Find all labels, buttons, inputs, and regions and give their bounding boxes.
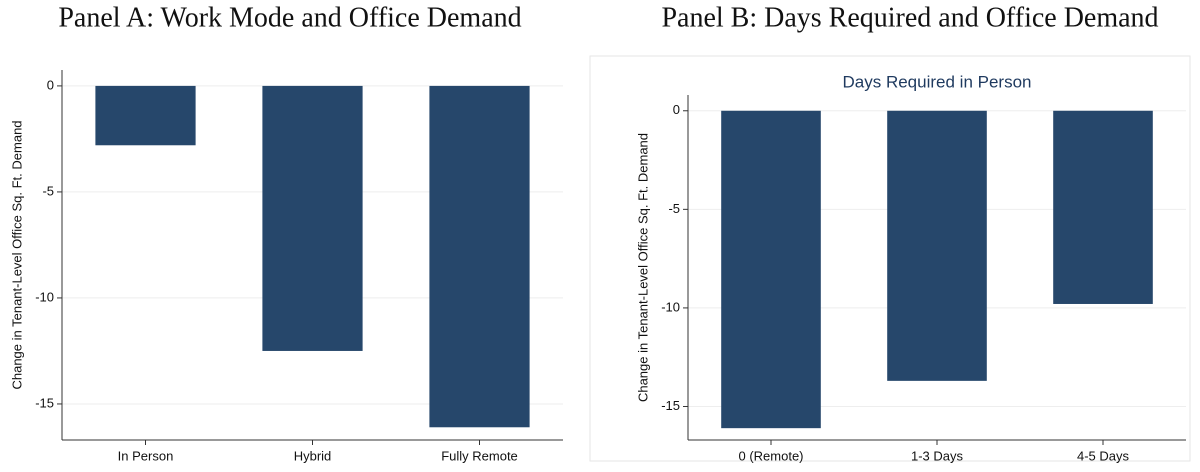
x-tick-label: 0 (Remote): [738, 448, 803, 463]
y-tick-label: 0: [47, 77, 54, 92]
bar: [262, 85, 363, 351]
y-tick-label: -10: [661, 299, 680, 314]
panel-title: Panel B: Days Required and Office Demand: [661, 2, 1158, 33]
bar: [1053, 110, 1153, 304]
bar: [429, 85, 530, 428]
chart-title: Days Required in Person: [843, 72, 1032, 91]
panel-title: Panel A: Work Mode and Office Demand: [58, 2, 521, 33]
y-axis-label: Change in Tenant-Level Office Sq. Ft. De…: [635, 133, 650, 402]
x-tick-label: Fully Remote: [441, 448, 518, 463]
y-tick-label: -10: [35, 289, 54, 304]
x-tick-label: 1-3 Days: [911, 448, 964, 463]
y-tick-label: -15: [35, 395, 54, 410]
panel-frame: [589, 55, 1191, 462]
bar: [95, 85, 196, 146]
bar: [721, 110, 821, 429]
bar: [887, 110, 987, 381]
x-tick-label: 4-5 Days: [1077, 448, 1130, 463]
y-tick-label: -5: [668, 201, 680, 216]
y-tick-label: -15: [661, 398, 680, 413]
y-tick-label: -5: [42, 183, 54, 198]
x-tick-label: In Person: [118, 448, 174, 463]
y-tick-label: 0: [673, 102, 680, 117]
x-tick-label: Hybrid: [294, 448, 332, 463]
y-axis-label: Change in Tenant-Level Office Sq. Ft. De…: [9, 120, 24, 389]
